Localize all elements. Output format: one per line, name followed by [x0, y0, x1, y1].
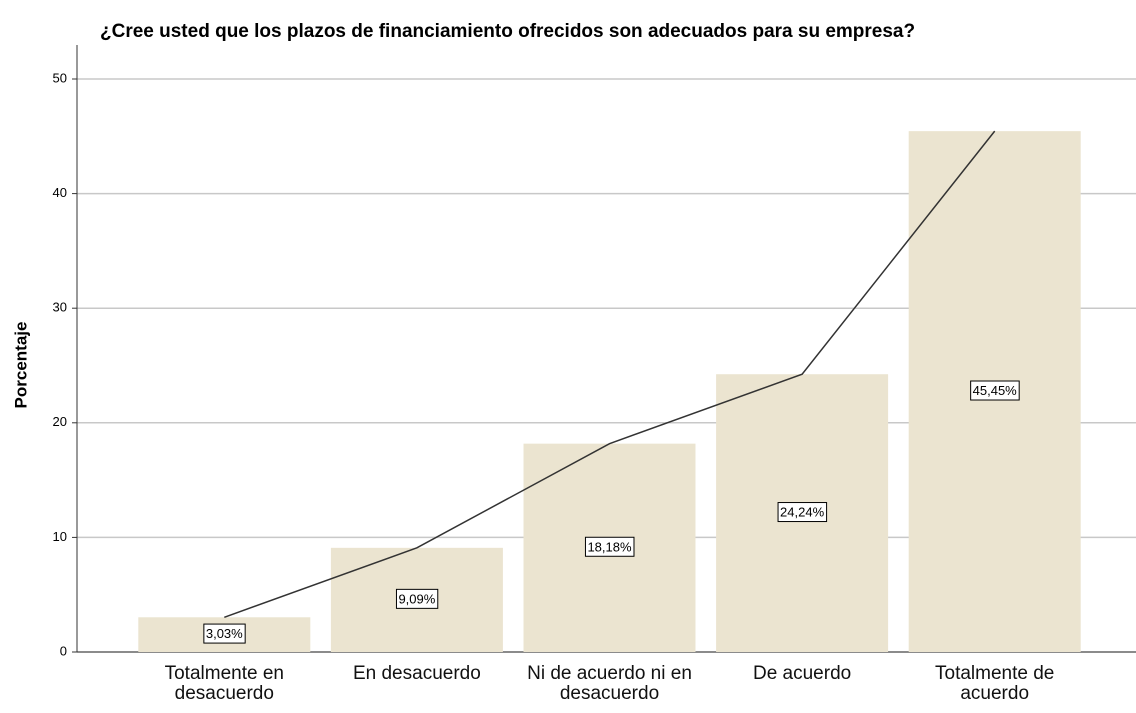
value-label-box: [395, 588, 439, 609]
y-tick-label: 50: [53, 70, 67, 85]
y-axis-label: Porcentaje: [11, 322, 30, 409]
x-tick-label: De acuerdo: [752, 664, 852, 684]
value-label-box: [584, 536, 635, 557]
value-label: 9,09%: [398, 591, 435, 606]
x-tick-label: Totalmente en desacuerdo: [164, 664, 284, 704]
value-label: 3,03%: [206, 626, 243, 641]
value-label-box: [970, 380, 1020, 401]
y-tick-label: 0: [60, 643, 67, 658]
value-label-box: [203, 623, 246, 644]
x-tick-label-box: Totalmente de acuerdo: [935, 664, 1055, 704]
value-label: 24,24%: [780, 505, 825, 520]
x-tick-label-box: Ni de acuerdo ni en desacuerdo: [527, 664, 692, 704]
x-tick-label-box: En desacuerdo: [352, 664, 481, 684]
x-tick-label: En desacuerdo: [352, 664, 481, 684]
y-tick-label: 30: [53, 300, 67, 315]
value-label: 18,18%: [587, 539, 632, 554]
x-tick-label-box: Totalmente en desacuerdo: [164, 664, 284, 704]
value-label-box: [777, 502, 828, 523]
x-tick-label: Ni de acuerdo ni en desacuerdo: [527, 664, 692, 704]
y-tick-label: 20: [53, 414, 67, 429]
chart-title: ¿Cree usted que los plazos de financiami…: [100, 21, 915, 42]
x-tick-label: Totalmente de acuerdo: [935, 664, 1055, 704]
value-label: 45,45%: [973, 383, 1018, 398]
y-tick-label: 40: [53, 185, 67, 200]
y-tick-label: 10: [53, 529, 67, 544]
line: [224, 130, 996, 618]
x-tick-label-box: De acuerdo: [752, 664, 852, 684]
